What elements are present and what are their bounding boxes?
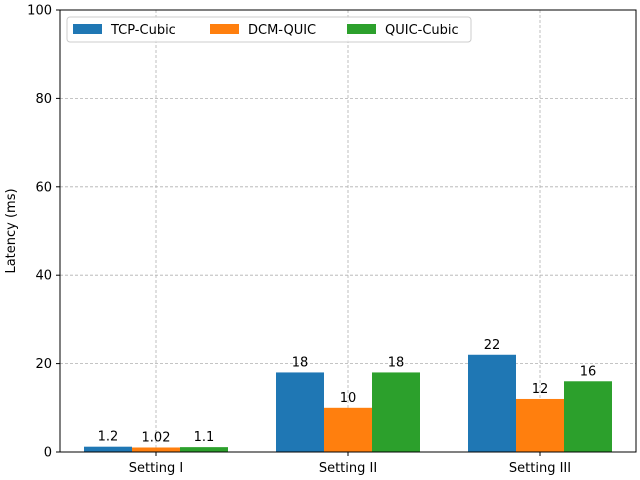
- legend-box: [66, 16, 472, 43]
- y-tick-label-4: 80: [35, 92, 52, 107]
- y-tick-label-1: 20: [35, 357, 52, 372]
- y-axis-label: Latency (ms): [4, 188, 19, 273]
- bar-2-0: [180, 447, 228, 452]
- legend-swatch-2: [347, 24, 376, 34]
- bar-label-0-0: 1.2: [98, 430, 119, 445]
- bar-label-0-1: 18: [292, 355, 309, 370]
- bar-label-1-2: 12: [532, 382, 549, 397]
- legend: TCP-Cubic DCM-QUIC QUIC-Cubic: [66, 16, 472, 43]
- x-tick-label-1: Setting II: [319, 461, 377, 476]
- bar-0-1: [276, 372, 324, 452]
- bar-label-2-0: 1.1: [194, 430, 215, 445]
- legend-label-0: TCP-Cubic: [110, 23, 176, 38]
- bar-1-2: [516, 398, 564, 452]
- y-tick-label-2: 40: [35, 269, 52, 284]
- legend-swatch-1: [210, 24, 239, 34]
- bar-0-2: [468, 354, 516, 452]
- bar-2-2: [564, 381, 612, 452]
- bar-label-1-1: 10: [340, 391, 357, 406]
- bar-label-2-2: 16: [580, 364, 597, 379]
- bar-label-1-0: 1.02: [142, 430, 171, 445]
- bar-1-1: [324, 407, 372, 452]
- y-tick-label-3: 60: [35, 180, 52, 195]
- x-axis-ticks: Setting I Setting II Setting III: [129, 452, 571, 476]
- bar-0-0: [84, 446, 132, 452]
- legend-label-1: DCM-QUIC: [248, 23, 316, 38]
- bar-2-1: [372, 372, 420, 452]
- y-tick-label-5: 100: [27, 4, 52, 19]
- x-tick-label-0: Setting I: [129, 461, 184, 476]
- bar-label-2-1: 18: [388, 355, 405, 370]
- bar-value-labels: 1.2 18 22 1.02 10 12 1.1 18 16: [98, 338, 597, 446]
- bars: [84, 354, 612, 452]
- legend-label-2: QUIC-Cubic: [385, 23, 459, 38]
- bar-label-0-2: 22: [484, 338, 501, 353]
- legend-swatch-0: [73, 24, 102, 34]
- x-tick-label-2: Setting III: [509, 461, 571, 476]
- grid-lines: [60, 10, 636, 452]
- bar-1-0: [132, 447, 180, 452]
- y-tick-label-0: 0: [44, 446, 52, 461]
- y-axis-ticks: 0 20 40 60 80 100: [27, 4, 60, 461]
